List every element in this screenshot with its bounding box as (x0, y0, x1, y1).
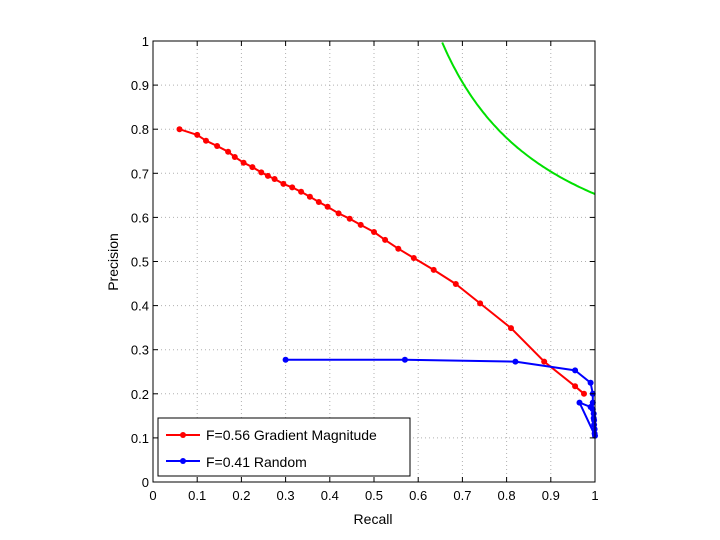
series-layer (176, 42, 598, 439)
gradient-magnitude-point (289, 184, 296, 191)
gradient-magnitude-point (357, 221, 364, 228)
random-point (591, 421, 598, 428)
x-tick-label: 0.6 (409, 488, 427, 503)
gradient-magnitude-point (258, 169, 265, 176)
gradient-magnitude-point (249, 164, 256, 171)
gradient-magnitude-point (541, 358, 548, 365)
gradient-magnitude-point (203, 137, 209, 144)
random-point (282, 356, 289, 363)
x-axis-label: Recall (354, 511, 393, 527)
gradient-magnitude-point (225, 148, 232, 155)
y-axis-label: Precision (105, 233, 121, 291)
axis-ticks (152, 40, 596, 483)
gradient-magnitude-point (194, 131, 201, 138)
x-tick-label: 0.7 (453, 488, 471, 503)
gradient-magnitude-point (382, 236, 389, 243)
random-point (591, 417, 598, 424)
random-point (587, 404, 594, 410)
legend-label-gradient-magnitude: F=0.56 Gradient Magnitude (206, 427, 377, 443)
x-tick-label: 0.3 (277, 488, 295, 503)
y-tick-label: 0.3 (131, 343, 149, 358)
gradient-magnitude-point (306, 193, 313, 200)
x-tick-label: 0.8 (498, 488, 516, 503)
gradient-magnitude-point (176, 126, 183, 133)
y-tick-label: 0.1 (131, 431, 149, 446)
y-tick-label: 0 (142, 475, 149, 490)
x-tick-label: 1 (591, 488, 598, 503)
gradient-magnitude-point (477, 300, 484, 307)
gradient-magnitude-point (410, 255, 417, 261)
iso-f-curve (441, 42, 596, 196)
legend-label-random: F=0.41 Random (206, 454, 307, 470)
gradient-magnitude-point (452, 281, 459, 287)
tick-labels: 0 0.1 0.2 0.3 0.4 0.5 0.6 0.7 0.8 0.9 1 0 0.1 0.2 0.3 0… (131, 34, 599, 503)
random-point (587, 379, 594, 386)
legend-marker-gradient-magnitude (180, 432, 186, 438)
gradient-magnitude-point (214, 143, 221, 149)
grid (153, 41, 595, 482)
gradient-magnitude-point (395, 245, 402, 252)
gradient-magnitude-point (508, 325, 514, 332)
y-tick-label: 0.6 (131, 210, 149, 225)
random-point (572, 367, 579, 374)
gradient-magnitude-point (572, 383, 579, 390)
random-point (401, 356, 408, 363)
x-tick-label: 0.2 (232, 488, 250, 503)
gradient-magnitude-point (298, 188, 305, 195)
gradient-magnitude-point (346, 215, 353, 222)
gradient-magnitude-point (271, 176, 278, 182)
x-tick-label: 0.4 (321, 488, 339, 503)
gradient-magnitude-point (324, 203, 331, 210)
y-tick-label: 0.5 (131, 255, 149, 270)
gradient-magnitude-point (371, 229, 377, 235)
y-tick-label: 0.9 (131, 78, 149, 93)
legend-marker-random (180, 458, 186, 464)
gradient-magnitude-point (280, 180, 287, 187)
y-tick-label: 0.4 (131, 299, 149, 314)
y-tick-label: 0.2 (131, 387, 149, 402)
legend: F=0.56 Gradient Magnitude F=0.41 Random (157, 417, 411, 477)
y-tick-label: 0.8 (131, 122, 149, 137)
gradient-magnitude-point (240, 159, 247, 166)
x-tick-label: 0.1 (188, 488, 206, 503)
gradient-magnitude-point (335, 210, 342, 217)
x-tick-label: 0.5 (365, 488, 383, 503)
gradient-magnitude-point (264, 172, 271, 179)
x-tick-label: 0.9 (542, 488, 560, 503)
gradient-magnitude-point (315, 199, 322, 205)
random-point (512, 358, 519, 365)
y-tick-label: 0.7 (131, 166, 149, 181)
y-tick-label: 1 (142, 34, 149, 49)
gradient-magnitude-point (231, 154, 238, 160)
x-tick-label: 0 (149, 488, 156, 503)
gradient-magnitude-point (430, 266, 437, 273)
random-point (576, 399, 583, 406)
legend-box (157, 417, 411, 477)
gradient-magnitude-point (581, 390, 587, 397)
